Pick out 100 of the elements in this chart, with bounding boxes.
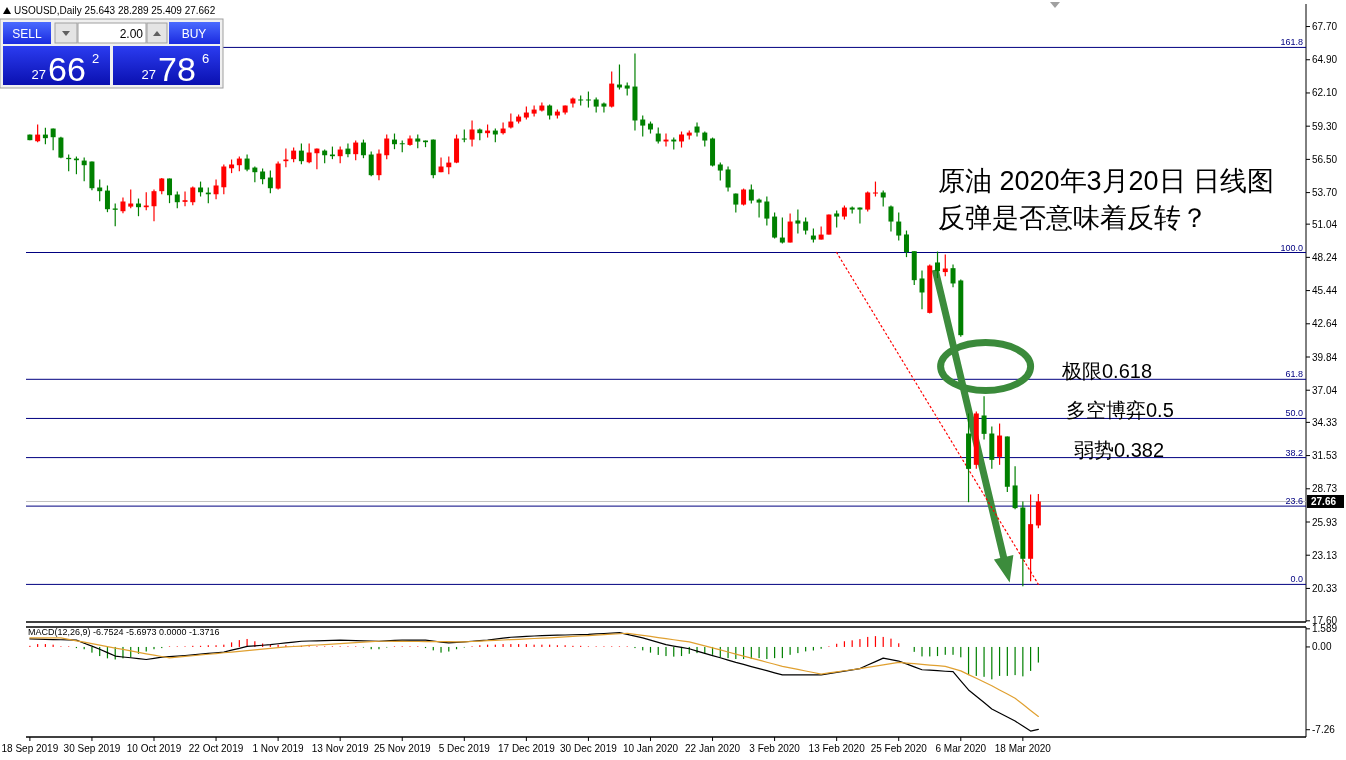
annotation: 66 (48, 50, 86, 88)
candlestick (151, 188, 157, 222)
y-tick-label: 59.30 (1312, 120, 1338, 132)
candlestick (128, 188, 134, 209)
candlestick (368, 150, 374, 177)
x-tick-label: 25 Feb 2020 (870, 743, 928, 754)
y-tick-label: -7.26 (1312, 724, 1336, 736)
line-series (836, 251, 1039, 585)
candlestick (306, 142, 312, 164)
y-tick-label: 31.53 (1312, 450, 1338, 462)
x-tick-label: 18 Mar 2020 (994, 743, 1052, 754)
candlestick (360, 138, 366, 159)
candlestick (190, 185, 196, 206)
x-tick-label: 22 Oct 2019 (188, 743, 244, 754)
candlestick (717, 161, 723, 182)
y-tick-label: 25.93 (1312, 516, 1338, 528)
candlestick (267, 169, 273, 194)
y-tick-label: 64.90 (1312, 54, 1338, 66)
y-tick-label: 51.04 (1312, 218, 1338, 230)
y-tick-label: 45.44 (1312, 285, 1338, 297)
y-tick-label: 48.24 (1312, 251, 1338, 263)
candlestick (616, 63, 622, 91)
y-tick-label: 20.33 (1312, 582, 1338, 594)
x-tick-label: 3 Feb 2020 (749, 743, 801, 754)
candlestick (213, 178, 219, 200)
y-tick-label: 42.64 (1312, 318, 1338, 330)
candlestick (167, 177, 173, 204)
candlestick (857, 206, 863, 225)
annotation: 78 (158, 50, 196, 88)
x-tick-label: 30 Dec 2019 (560, 743, 618, 754)
candlestick (384, 134, 390, 160)
x-tick-label: 5 Dec 2019 (438, 743, 491, 754)
candlestick (779, 216, 785, 245)
text: 原油 2020年3月20日 日线图 (938, 166, 1275, 196)
annotation: 100.0 (1280, 242, 1303, 253)
candlestick (748, 183, 754, 205)
y-tick-label: 37.04 (1312, 384, 1338, 396)
y-tick-label: 67.70 (1312, 21, 1338, 33)
annotation: 2 (92, 51, 100, 66)
annotation: 161.8 (1280, 37, 1303, 48)
candlestick (795, 208, 801, 235)
candlestick (221, 163, 227, 195)
x-tick-label: 25 Nov 2019 (373, 743, 432, 754)
annotation: 38.2 (1285, 447, 1303, 458)
annotation: USOUSD,Daily 25.643 28.289 25.409 27.662 (14, 5, 216, 16)
y-tick-label: 56.50 (1312, 153, 1338, 165)
annotation: 6 (202, 51, 210, 66)
x-tick-label: 18 Sep 2019 (1, 743, 59, 754)
candlestick (981, 395, 987, 441)
candlestick (787, 212, 793, 244)
y-tick-label: 34.33 (1312, 416, 1338, 428)
y-tick-label: 39.84 (1312, 351, 1338, 363)
candlestick (469, 119, 475, 148)
y-tick-label: 23.13 (1312, 549, 1338, 561)
x-tick-label: 30 Sep 2019 (63, 743, 121, 754)
candlestick (935, 250, 941, 279)
annotation: 极限0.618 (1061, 360, 1153, 383)
candlestick (903, 229, 909, 258)
candlestick (997, 422, 1003, 466)
annotation: 多空博弈0.5 (1066, 399, 1174, 422)
annotation: 50.0 (1285, 408, 1303, 419)
candlestick (353, 139, 359, 161)
candlestick (640, 114, 646, 138)
candlestick (104, 184, 110, 213)
candlestick (531, 104, 537, 118)
candlestick (888, 204, 894, 233)
annotation: 弱势0.382 (1074, 438, 1165, 461)
candlestick (298, 142, 304, 165)
annotation: 61.8 (1285, 369, 1303, 380)
x-tick-label: 10 Oct 2019 (126, 743, 182, 754)
candlestick (1035, 493, 1041, 529)
candlestick (694, 121, 700, 138)
ref-line-label: 27.66 (1311, 496, 1337, 508)
candlestick (764, 195, 770, 227)
annotation: 27 (31, 67, 46, 82)
x-tick-label: 1 Nov 2019 (252, 743, 305, 754)
candlestick (182, 190, 188, 207)
x-tick-label: 10 Jan 2020 (622, 743, 679, 754)
candlestick (609, 70, 615, 109)
annotation: 0.0 (1290, 574, 1303, 585)
y-tick-label: 62.10 (1312, 87, 1338, 99)
y-tick-label: 28.73 (1312, 483, 1338, 495)
text: 反弹是否意味着反转？ (938, 203, 1208, 233)
x-tick-label: 13 Feb 2020 (808, 743, 866, 754)
candlestick (919, 269, 925, 310)
candlestick (601, 101, 607, 114)
x-tick-label: 17 Dec 2019 (498, 743, 556, 754)
candlestick (725, 165, 731, 193)
candlestick (756, 197, 762, 219)
candlestick (1012, 465, 1018, 510)
chart-title: MACD(12,26,9) -6.7524 -5.6973 0.0000 -1.3716 (28, 627, 220, 637)
candlestick (376, 148, 382, 181)
annotation: SELL (12, 27, 42, 41)
x-tick-label: 13 Nov 2019 (311, 743, 369, 754)
candlestick (950, 263, 956, 288)
y-tick-label: 53.70 (1312, 187, 1338, 199)
candlestick (772, 211, 778, 240)
candlestick (896, 211, 902, 242)
annotation: 23.6 (1285, 496, 1303, 507)
annotation: 27 (141, 67, 156, 82)
